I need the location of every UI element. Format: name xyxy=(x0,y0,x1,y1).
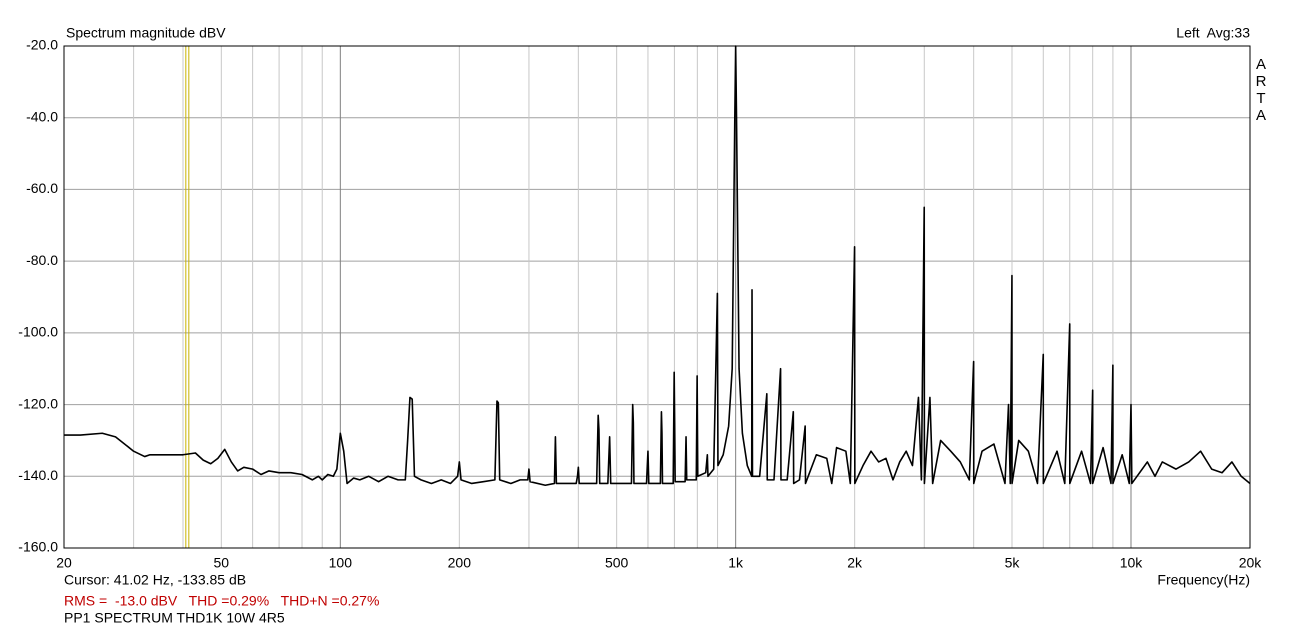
y-tick-label: -20.0 xyxy=(26,37,58,53)
x-tick-label: 20k xyxy=(1239,555,1263,571)
cursor xyxy=(185,46,190,548)
x-tick-label: 50 xyxy=(214,555,230,571)
x-tick-label: 5k xyxy=(1005,555,1021,571)
x-tick-label: 500 xyxy=(605,555,629,571)
y-tick-label: -160.0 xyxy=(18,539,58,555)
x-tick-label: 100 xyxy=(329,555,353,571)
x-tick-label: 1k xyxy=(728,555,744,571)
x-tick-label: 2k xyxy=(847,555,863,571)
x-axis-label: Frequency(Hz) xyxy=(1157,572,1250,588)
stats: RMS = -13.0 dBV THD =0.29% THD+N =0.27% xyxy=(64,593,379,609)
x-tick-label: 10k xyxy=(1120,555,1144,571)
y-tick-label: -100.0 xyxy=(18,324,58,340)
spectrum-line xyxy=(64,45,1251,487)
plot-frame xyxy=(63,45,1251,549)
y-tick-label: -80.0 xyxy=(26,252,58,268)
cursor-readout: Cursor: 41.02 Hz, -133.85 dB xyxy=(64,572,246,588)
y-tick-label: -140.0 xyxy=(18,467,58,483)
plot-area xyxy=(64,45,1251,548)
y-tick-label: -40.0 xyxy=(26,108,58,124)
brand: ARTA xyxy=(1253,56,1270,124)
x-tick-label: 20 xyxy=(56,555,72,571)
x-tick-label: 200 xyxy=(448,555,472,571)
caption: PP1 SPECTRUM THD1K 10W 4R5 xyxy=(64,610,285,626)
y-tick-label: -60.0 xyxy=(26,180,58,196)
y-tick-label: -120.0 xyxy=(18,395,58,411)
channel-info: Left Avg:33 xyxy=(1176,25,1250,41)
chart-title: Spectrum magnitude dBV xyxy=(66,25,226,41)
